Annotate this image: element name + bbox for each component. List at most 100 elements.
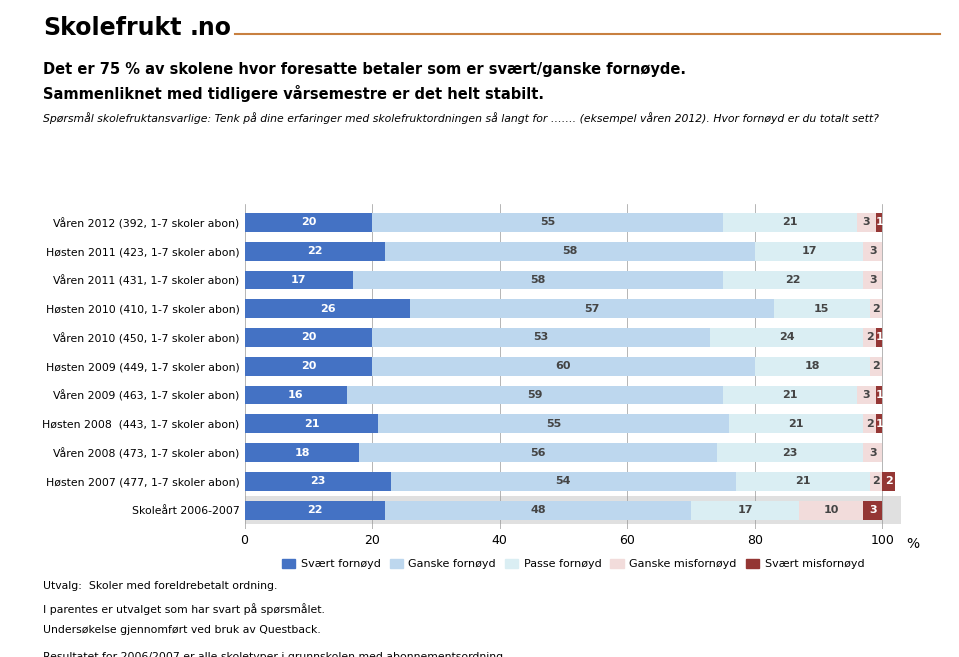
Text: 21: 21 (788, 419, 804, 429)
Bar (245, 472, 391, 491)
Bar (882, 472, 895, 491)
Bar (755, 242, 863, 261)
Text: 20: 20 (300, 361, 316, 371)
Text: 3: 3 (869, 246, 877, 256)
Text: Utvalg:  Skoler med foreldrebetalt ordning.: Utvalg: Skoler med foreldrebetalt ordnin… (43, 581, 277, 591)
Text: Skolefrukt: Skolefrukt (43, 16, 181, 41)
Bar (245, 271, 353, 289)
Bar (245, 443, 360, 462)
Text: 55: 55 (540, 217, 555, 227)
Bar (245, 213, 372, 232)
Bar (379, 415, 729, 433)
Text: 22: 22 (307, 505, 322, 515)
Text: 1: 1 (876, 390, 883, 400)
Text: 21: 21 (795, 476, 810, 486)
Text: 22: 22 (307, 246, 322, 256)
Text: 20: 20 (300, 332, 316, 342)
Bar (372, 213, 723, 232)
Bar (716, 443, 863, 462)
Bar (353, 271, 723, 289)
Bar (385, 242, 755, 261)
Bar (372, 357, 755, 376)
Bar (372, 328, 710, 347)
Bar (691, 501, 800, 520)
Bar (723, 213, 856, 232)
Text: 21: 21 (783, 390, 798, 400)
Text: 2: 2 (872, 476, 879, 486)
Bar (863, 501, 882, 520)
Text: Det er 75 % av skolene hvor foresatte betaler som er svært/ganske fornøyde.: Det er 75 % av skolene hvor foresatte be… (43, 62, 686, 78)
Bar (410, 300, 774, 318)
Bar (863, 443, 882, 462)
Bar (245, 501, 385, 520)
Text: 3: 3 (869, 505, 877, 515)
Bar (876, 415, 882, 433)
Text: 3: 3 (862, 217, 870, 227)
Text: 1: 1 (876, 217, 883, 227)
Bar (863, 271, 882, 289)
Bar (723, 271, 863, 289)
Bar (800, 501, 863, 520)
Text: 3: 3 (869, 275, 877, 285)
Text: I parentes er utvalget som har svart på spørsmålet.: I parentes er utvalget som har svart på … (43, 603, 325, 615)
Bar (870, 357, 882, 376)
Text: 17: 17 (291, 275, 307, 285)
Bar (245, 300, 410, 318)
Text: 54: 54 (555, 476, 572, 486)
Text: 3: 3 (869, 447, 877, 458)
Text: 60: 60 (555, 361, 572, 371)
Bar (710, 328, 863, 347)
Text: Resultatet for 2006/2007 er alle skoletyper i grunnskolen med abonnementsordning: Resultatet for 2006/2007 er alle skolety… (43, 652, 506, 657)
Bar (346, 386, 723, 405)
Text: 17: 17 (801, 246, 817, 256)
Text: 23: 23 (310, 476, 325, 486)
Text: 58: 58 (530, 275, 546, 285)
Text: 2: 2 (872, 361, 879, 371)
Text: 2: 2 (866, 419, 874, 429)
Bar (245, 496, 901, 524)
Text: 59: 59 (527, 390, 543, 400)
Text: 10: 10 (824, 505, 839, 515)
Bar (729, 415, 863, 433)
Bar (245, 242, 385, 261)
Bar (876, 213, 882, 232)
Text: %: % (906, 537, 920, 551)
Bar (876, 386, 882, 405)
Bar (856, 386, 876, 405)
Bar (736, 472, 870, 491)
Text: 21: 21 (304, 419, 319, 429)
Bar (385, 501, 691, 520)
Bar (863, 328, 876, 347)
Legend: Svært fornøyd, Ganske fornøyd, Passe fornøyd, Ganske misfornøyd, Svært misfornøy: Svært fornøyd, Ganske fornøyd, Passe for… (277, 555, 869, 574)
Text: Spørsmål skolefruktansvarlige: Tenk på dine erfaringer med skolefruktordningen s: Spørsmål skolefruktansvarlige: Tenk på d… (43, 112, 879, 124)
Text: 18: 18 (805, 361, 820, 371)
Text: .no: .no (190, 16, 232, 41)
Bar (391, 472, 736, 491)
Text: 2: 2 (885, 476, 893, 486)
Text: 57: 57 (584, 304, 599, 313)
Text: 17: 17 (737, 505, 753, 515)
Text: 24: 24 (779, 332, 794, 342)
Bar (863, 415, 876, 433)
Bar (245, 328, 372, 347)
Text: 15: 15 (814, 304, 830, 313)
Text: 53: 53 (533, 332, 549, 342)
Bar (723, 386, 856, 405)
Text: 3: 3 (862, 390, 870, 400)
Bar (863, 242, 882, 261)
Text: 21: 21 (783, 217, 798, 227)
Bar (856, 213, 876, 232)
Text: 58: 58 (562, 246, 577, 256)
Text: 16: 16 (288, 390, 303, 400)
Bar (870, 472, 882, 491)
Text: Sammenliknet med tidligere vårsemestre er det helt stabilt.: Sammenliknet med tidligere vårsemestre e… (43, 85, 544, 102)
Bar (870, 300, 882, 318)
Text: 2: 2 (872, 304, 879, 313)
Bar (245, 415, 379, 433)
Text: 56: 56 (530, 447, 546, 458)
Text: 23: 23 (783, 447, 798, 458)
Text: 1: 1 (876, 332, 883, 342)
Text: 26: 26 (319, 304, 336, 313)
Bar (360, 443, 716, 462)
Bar (245, 357, 372, 376)
